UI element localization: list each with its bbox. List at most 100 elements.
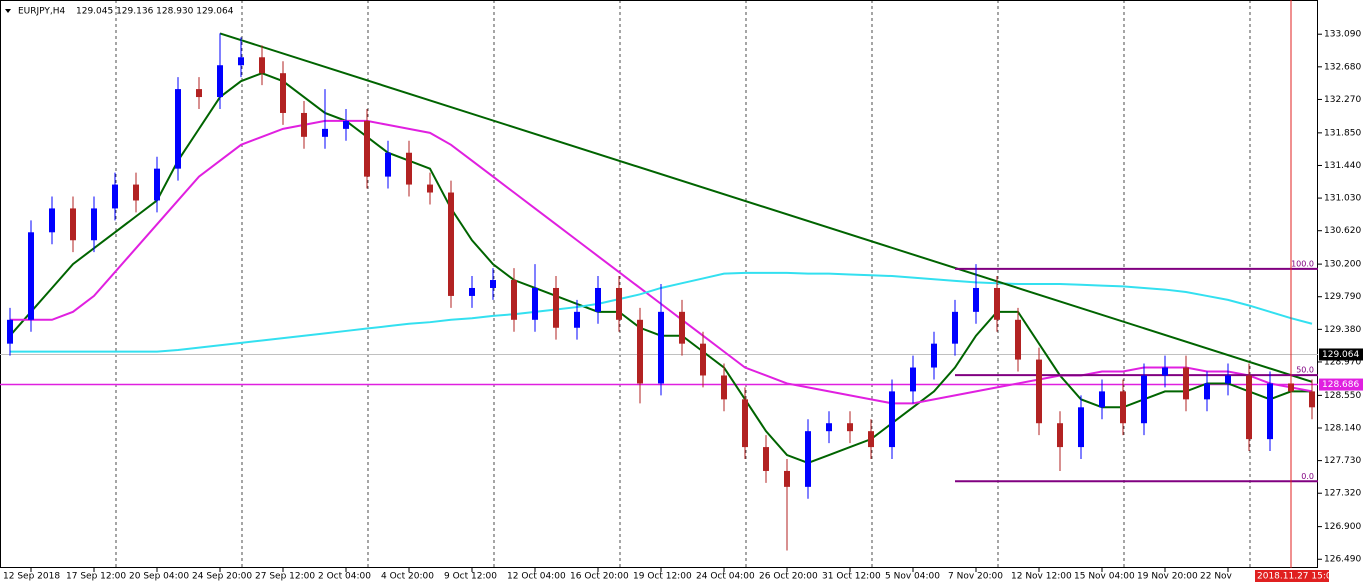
candle-body (343, 120, 349, 129)
y-tick-label: 127.320 (1324, 489, 1361, 499)
candle-body (973, 287, 979, 312)
candle-body (1057, 423, 1063, 448)
candle-body (616, 287, 622, 320)
candle-body (91, 208, 97, 241)
plot-frame (0, 0, 1318, 568)
candle-body (175, 89, 181, 169)
candle-body (679, 311, 685, 344)
price-label-box (1319, 378, 1363, 391)
y-tick-label: 130.620 (1324, 226, 1361, 236)
candle-body (574, 311, 580, 328)
x-tick-label: 2 Oct 04:00 (318, 572, 371, 582)
candle-body (826, 423, 832, 432)
candle-body (490, 280, 496, 288)
y-tick-label: 133.090 (1324, 30, 1361, 40)
price-label: 129.064 (1322, 350, 1359, 360)
candle-body (322, 128, 328, 137)
candle-body (658, 311, 664, 384)
x-tick-label: 26 Oct 20:00 (759, 572, 818, 582)
y-tick-label: 131.440 (1324, 161, 1361, 171)
y-tick-label: 126.900 (1324, 522, 1361, 532)
x-tick-label: 12 Oct 04:00 (507, 572, 566, 582)
x-tick-label: 15 Nov 04:00 (1074, 572, 1135, 582)
x-tick-label: 7 Nov 20:00 (948, 572, 1003, 582)
candle-body (805, 431, 811, 487)
candle-body (280, 73, 286, 113)
candle-body (1099, 391, 1105, 408)
x-tick-label: 12 Nov 12:00 (1011, 572, 1072, 582)
candle-body (1036, 359, 1042, 424)
candle-body (847, 423, 853, 432)
candle-body (406, 152, 412, 185)
fib-label: 0.0 (1301, 472, 1314, 481)
candle-body (469, 287, 475, 296)
y-tick-label: 126.490 (1324, 555, 1361, 565)
candle-body (1267, 383, 1273, 440)
candle-body (1246, 375, 1252, 440)
candle-body (721, 375, 727, 400)
x-tick-label: 20 Sep 04:00 (129, 572, 189, 582)
y-tick-label: 128.140 (1324, 423, 1361, 433)
candle-body (1078, 407, 1084, 448)
candle-body (1204, 383, 1210, 400)
time-label: 2018.11.27 15:05 (1257, 572, 1337, 582)
x-tick-label: 27 Sep 12:00 (255, 572, 315, 582)
x-tick-label: 24 Oct 04:00 (696, 572, 755, 582)
candle-body (910, 367, 916, 392)
y-tick-label: 131.850 (1324, 128, 1361, 138)
candle-body (637, 319, 643, 384)
candle-body (448, 192, 454, 296)
x-tick-label: 9 Oct 12:00 (444, 572, 497, 582)
x-tick-label: 16 Oct 20:00 (570, 572, 629, 582)
candle-body (427, 184, 433, 193)
candle-body (364, 120, 370, 177)
candle-body (763, 447, 769, 471)
trendline (219, 32, 1313, 383)
menu-arrow[interactable] (5, 9, 11, 13)
candle-body (1141, 375, 1147, 424)
candle-body (217, 65, 223, 98)
y-tick-label: 129.380 (1324, 325, 1361, 335)
y-tick-label: 132.680 (1324, 62, 1361, 72)
candle-body (301, 112, 307, 137)
candle-body (259, 57, 265, 74)
candle-body (868, 431, 874, 448)
candle-body (49, 208, 55, 233)
candle-body (595, 287, 601, 312)
candle-body (931, 343, 937, 368)
time-label-box (1255, 570, 1329, 582)
x-tick-label: 12 Sep 2018 (3, 572, 60, 582)
y-tick-label: 129.790 (1324, 292, 1361, 302)
candle-body (742, 399, 748, 448)
candle-body (28, 232, 34, 320)
candle-body (952, 311, 958, 344)
symbol: EURJPY,H4 (18, 7, 66, 17)
fib-label: 50.0 (1296, 366, 1314, 375)
candle-body (511, 280, 517, 320)
candle-body (532, 287, 538, 320)
price-label-box (1319, 348, 1363, 361)
candle-body (1183, 367, 1189, 400)
candle-body (238, 57, 244, 66)
x-tick-label: 24 Sep 20:00 (192, 572, 252, 582)
x-tick-label: 22 Nov (1200, 572, 1233, 582)
candle-body (1120, 391, 1126, 424)
candle-body (553, 287, 559, 328)
candle-body (700, 343, 706, 376)
candle-body (133, 184, 139, 201)
candle-body (1162, 367, 1168, 376)
quote: 129.045 129.136 128.930 129.064 (76, 7, 234, 17)
candle-body (1225, 375, 1231, 384)
x-tick-label: 5 Nov 04:00 (885, 572, 940, 582)
candle-body (1015, 319, 1021, 360)
candle-body (154, 168, 160, 201)
y-tick-label: 132.270 (1324, 95, 1361, 105)
x-tick-label: 17 Sep 12:00 (66, 572, 126, 582)
y-tick-label: 127.730 (1324, 456, 1361, 466)
candle-body (385, 152, 391, 177)
candle-body (1309, 391, 1315, 408)
candle-body (7, 319, 13, 344)
y-tick-label: 128.550 (1324, 391, 1361, 401)
x-tick-label: 19 Oct 12:00 (633, 572, 692, 582)
